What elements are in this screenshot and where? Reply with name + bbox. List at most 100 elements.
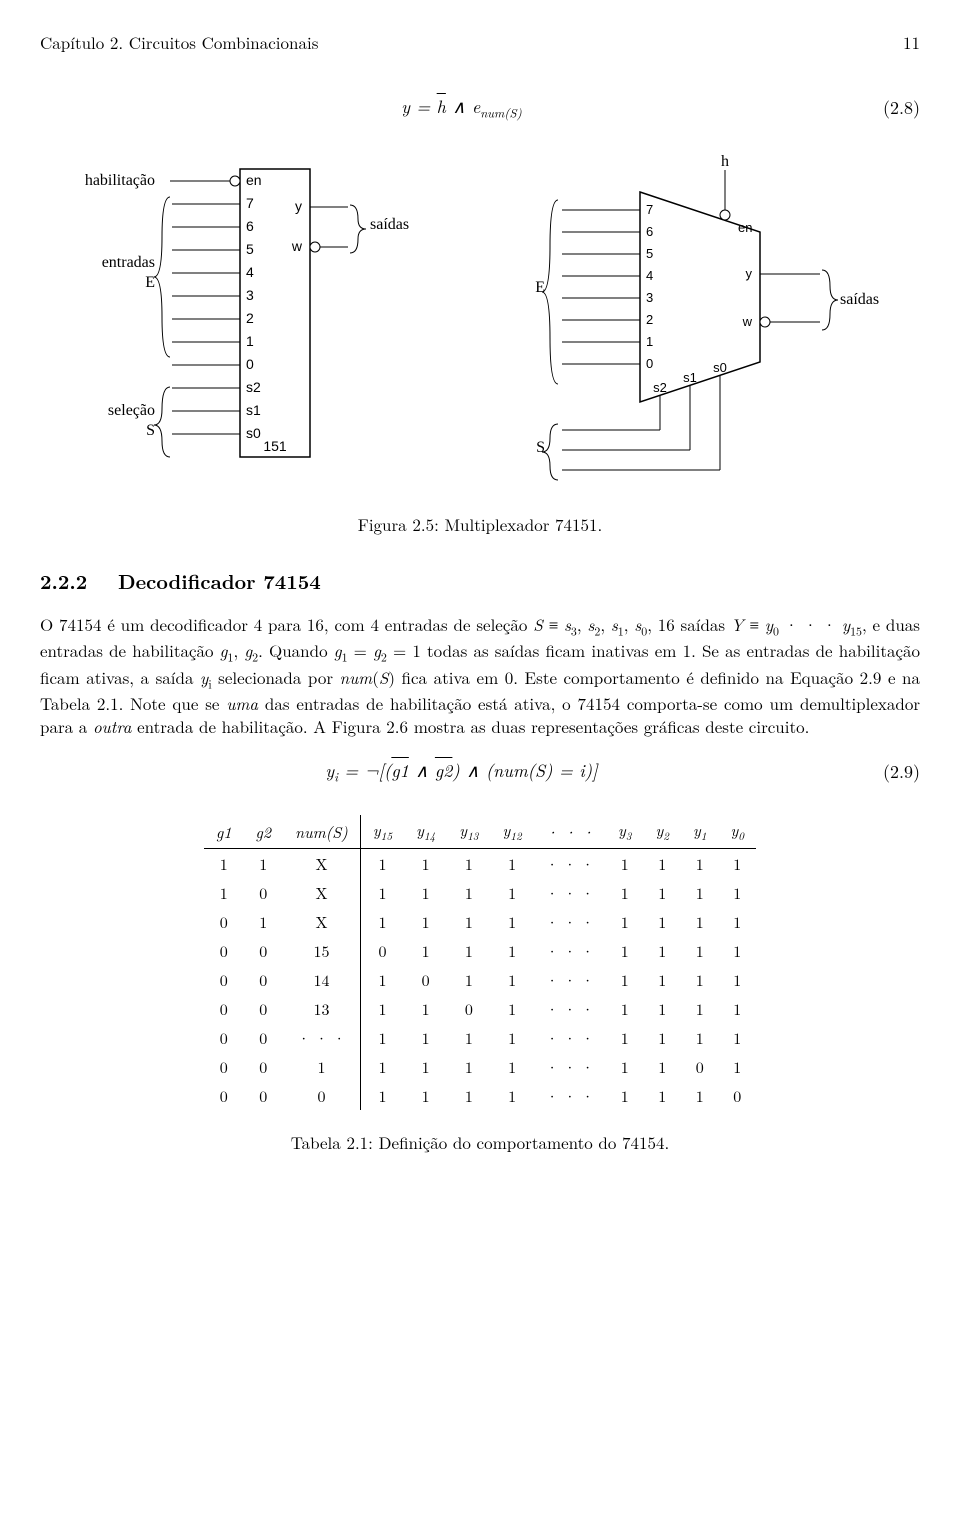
cell: 1	[447, 907, 490, 936]
table-row: 0011111· · ·1101	[204, 1052, 756, 1081]
cell: 1	[606, 994, 644, 1023]
cell: 1	[719, 848, 757, 878]
cell: 1	[404, 1081, 447, 1110]
cell: 0	[719, 1081, 757, 1110]
section-number: 2.2.2	[40, 566, 87, 595]
cell: 1	[204, 878, 244, 907]
cell: 1	[360, 907, 404, 936]
cell: 1	[606, 965, 644, 994]
cell: 0	[244, 878, 284, 907]
cell: 1	[404, 1052, 447, 1081]
label-saidas-left: saídas	[370, 216, 409, 233]
label-E-right: E	[535, 279, 545, 296]
cell: 1	[360, 1023, 404, 1052]
equation-2-9-number: (2.9)	[883, 759, 920, 784]
col-header: y2	[644, 815, 682, 848]
cell: 1	[360, 965, 404, 994]
figure-2-5-caption: Figura 2.5: Multiplexador 74151.	[40, 512, 920, 536]
cell: 1	[491, 878, 534, 907]
pin-2: 2	[646, 312, 653, 327]
cell: 1	[447, 848, 490, 878]
cell: 1	[360, 1081, 404, 1110]
cell: 1	[404, 994, 447, 1023]
label-S: S	[146, 422, 155, 439]
truth-table-74154: g1g2num(S)y15y14y13y12· · ·y3y2y1y0 11X1…	[204, 815, 756, 1109]
cell: 0	[204, 994, 244, 1023]
pin-0: 0	[246, 356, 254, 372]
cell: · · ·	[534, 1023, 606, 1052]
cell: 1	[360, 994, 404, 1023]
col-header: num(S)	[283, 815, 360, 848]
cell: 1	[644, 965, 682, 994]
table-row: 00150111· · ·1111	[204, 936, 756, 965]
cell: 1	[447, 1052, 490, 1081]
cell: 1	[491, 1052, 534, 1081]
cell: 0	[244, 1023, 284, 1052]
cell: 0	[447, 994, 490, 1023]
cell: 1	[283, 1052, 360, 1081]
pin-s2: s2	[653, 380, 667, 395]
cell: X	[283, 878, 360, 907]
cell: 1	[606, 1081, 644, 1110]
cell: 1	[719, 965, 757, 994]
cell: 1	[491, 848, 534, 878]
cell: 1	[681, 878, 719, 907]
cell: 1	[404, 878, 447, 907]
running-header: Capítulo 2. Circuitos Combinacionais 11	[40, 30, 920, 54]
cell: 1	[606, 936, 644, 965]
cell: 1	[447, 965, 490, 994]
cell: 1	[719, 1052, 757, 1081]
page-number: 11	[903, 30, 920, 54]
col-header: g1	[204, 815, 244, 848]
col-header: · · ·	[534, 815, 606, 848]
label-selecao: seleção	[108, 402, 155, 419]
cell: · · ·	[534, 878, 606, 907]
label-h: h	[721, 153, 729, 170]
pin-4: 4	[646, 268, 653, 283]
table-row: 00141011· · ·1111	[204, 965, 756, 994]
cell: 1	[491, 1081, 534, 1110]
brace-saidas-right	[822, 270, 838, 330]
cell: 1	[719, 1023, 757, 1052]
part-number-151: 151	[263, 438, 287, 454]
cell: 1	[404, 936, 447, 965]
pin-s0: s0	[246, 425, 261, 441]
cell: 1	[360, 848, 404, 878]
cell: 1	[244, 848, 284, 878]
cell: 1	[447, 1081, 490, 1110]
table-row: 01X1111· · ·1111	[204, 907, 756, 936]
cell: 1	[404, 848, 447, 878]
pin-s1: s1	[683, 370, 697, 385]
cell: · · ·	[283, 1023, 360, 1052]
cell: X	[283, 848, 360, 878]
pin-s1: s1	[246, 402, 261, 418]
table-row: 0001111· · ·1110	[204, 1081, 756, 1110]
cell: 1	[204, 848, 244, 878]
cell: · · ·	[534, 907, 606, 936]
cell: 0	[204, 907, 244, 936]
cell: 0	[204, 1023, 244, 1052]
pin-5: 5	[246, 241, 254, 257]
cell: 1	[644, 994, 682, 1023]
col-header: y14	[404, 815, 447, 848]
body-paragraph: O 74154 é um decodificador 4 para 16, co…	[40, 613, 920, 738]
equation-2-8-body: y = h ∧ enum(S)	[40, 94, 883, 122]
pin-s0: s0	[713, 360, 727, 375]
pin-3: 3	[246, 287, 254, 303]
pin-7: 7	[646, 202, 653, 217]
pin-s2: s2	[246, 379, 261, 395]
cell: · · ·	[534, 994, 606, 1023]
pin-6: 6	[646, 224, 653, 239]
cell: 0	[244, 1052, 284, 1081]
pin-en-right: en	[738, 220, 752, 235]
cell: 0	[204, 965, 244, 994]
brace-saidas-left	[350, 205, 366, 253]
figure-2-5-row: habilitação entradas E seleção S saídas …	[40, 152, 920, 482]
pin-0: 0	[646, 356, 653, 371]
cell: · · ·	[534, 848, 606, 878]
cell: X	[283, 907, 360, 936]
pin-w: w	[291, 238, 303, 254]
cell: 1	[606, 907, 644, 936]
cell: 1	[447, 1023, 490, 1052]
pin-5: 5	[646, 246, 653, 261]
